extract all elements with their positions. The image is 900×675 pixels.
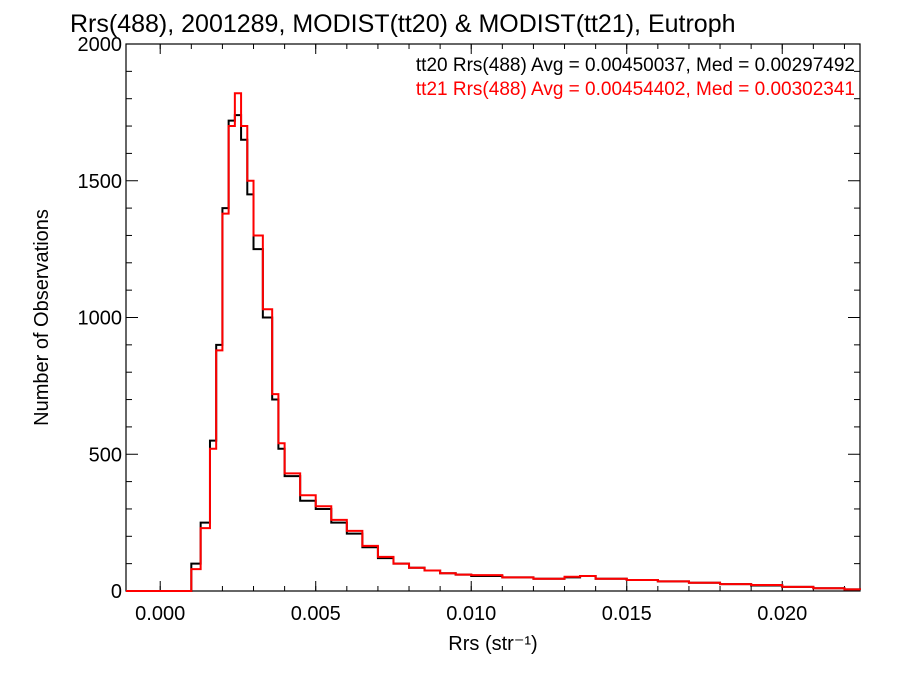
series-line-tt21 (126, 92, 861, 592)
y-tick-label: 0 (111, 581, 122, 603)
x-tick-label: 0.005 (291, 603, 341, 625)
x-tick-label: 0.010 (446, 603, 496, 625)
x-tick-label: 0.000 (135, 603, 185, 625)
legend: tt20 Rrs(488) Avg = 0.00450037, Med = 0.… (416, 55, 855, 100)
x-axis-label: Rrs (str⁻¹) (448, 633, 537, 655)
y-tick-label: 2000 (78, 34, 123, 56)
y-tick-label: 1000 (78, 308, 123, 330)
y-axis: 0 500 1000 1500 2000 (78, 34, 860, 603)
x-tick-label: 0.015 (602, 603, 652, 625)
series-layer (126, 92, 861, 592)
y-axis-label: Number of Observations (31, 209, 53, 426)
y-tick-label: 1500 (78, 171, 123, 193)
legend-entry-tt20: tt20 Rrs(488) Avg = 0.00450037, Med = 0.… (416, 55, 855, 76)
legend-entry-tt21: tt21 Rrs(488) Avg = 0.00454402, Med = 0.… (416, 79, 855, 100)
x-tick-label: 0.020 (757, 603, 807, 625)
chart-title: Rrs(488), 2001289, MODIST(tt20) & MODIST… (70, 10, 736, 38)
y-tick-label: 500 (89, 444, 122, 466)
